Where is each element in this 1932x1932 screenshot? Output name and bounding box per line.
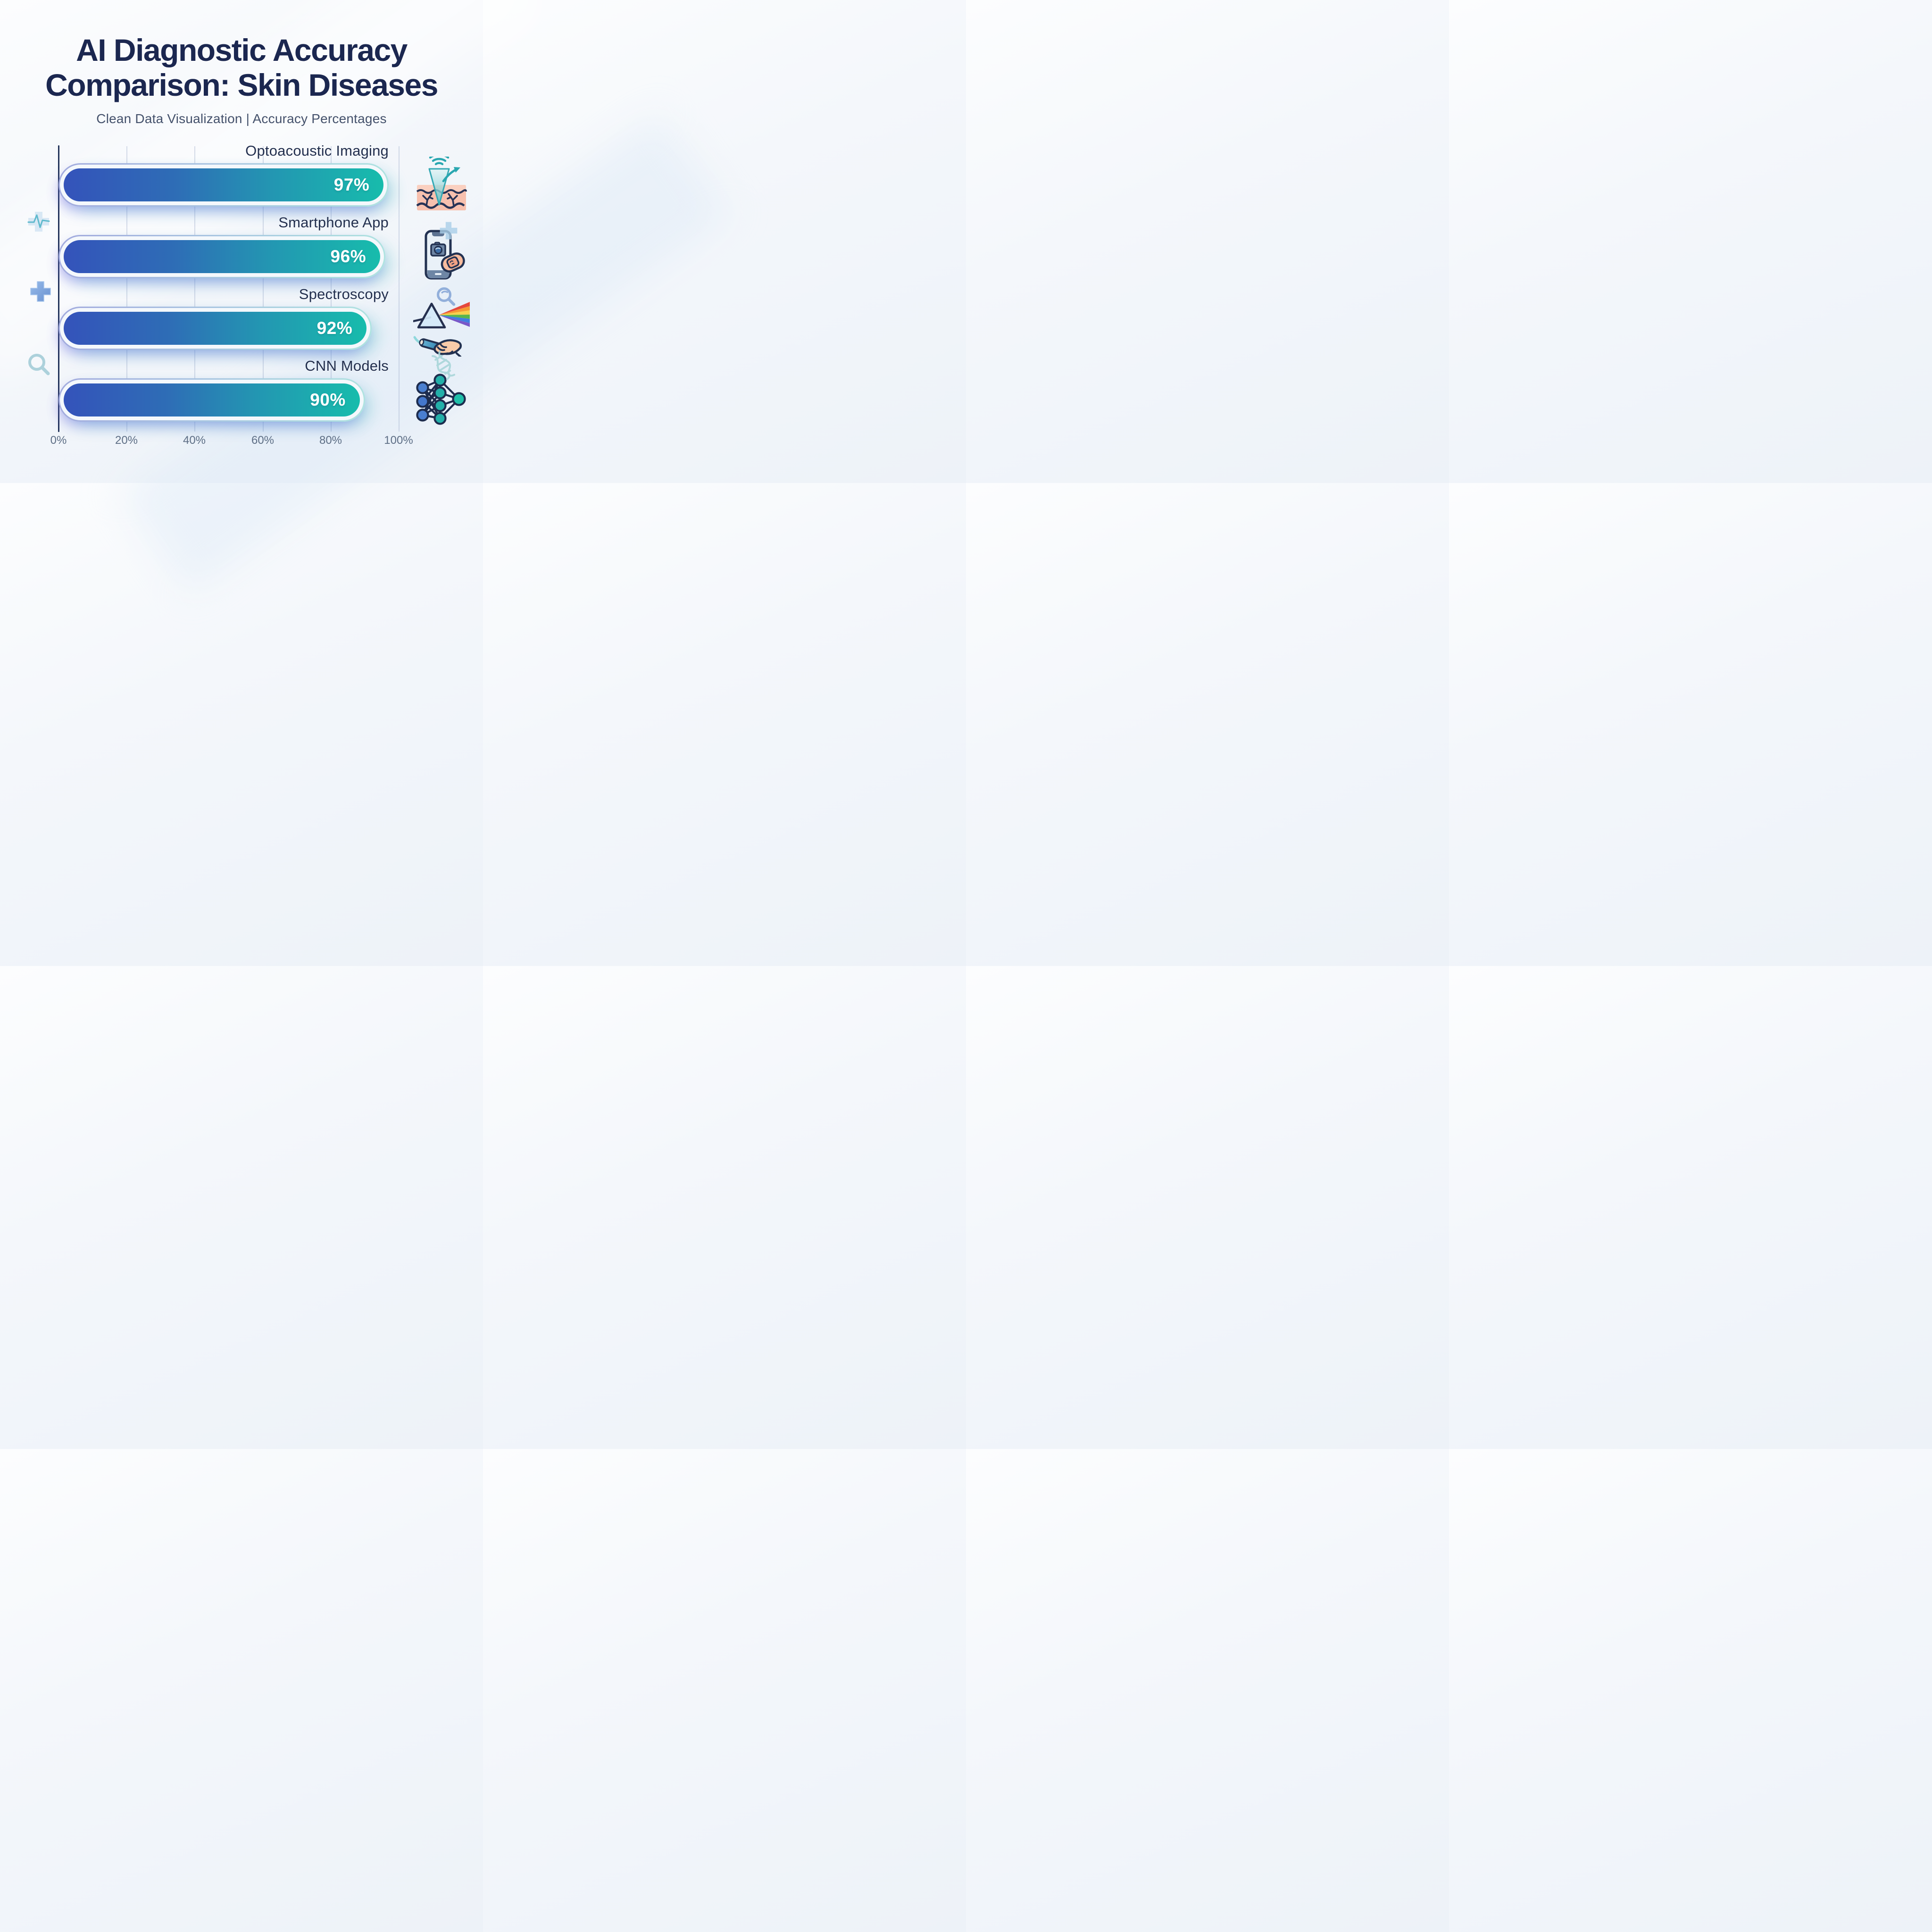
x-tick-100: 100% — [384, 434, 413, 447]
chart-header: AI Diagnostic Accuracy Comparison: Skin … — [0, 33, 483, 126]
bar-fill: 97% — [64, 168, 384, 201]
bar-value: 90% — [310, 390, 346, 409]
spectroscopy-prism-icon — [413, 300, 470, 357]
gridline-60 — [263, 146, 264, 432]
bar-row-cnn: CNN Models 90% — [58, 357, 399, 428]
pulse-cross-icon — [25, 208, 53, 237]
bar-row-spectroscopy: Spectroscopy 92% — [58, 285, 399, 357]
bar-label: Smartphone App — [278, 214, 389, 231]
bar-row-smartphone: Smartphone App 96% — [58, 213, 399, 285]
plus-icon — [29, 280, 52, 303]
bar-label: Spectroscopy — [299, 286, 389, 302]
plus-icon — [439, 221, 458, 241]
y-axis-line — [58, 145, 59, 432]
magnifier-icon — [434, 285, 458, 308]
bar-smartphone: 96% — [58, 235, 386, 278]
bar-cnn: 90% — [58, 378, 365, 422]
bar-value: 92% — [316, 318, 353, 338]
bar-fill: 90% — [64, 383, 360, 416]
x-tick-80: 80% — [319, 434, 342, 447]
bar-rows: Optoacoustic Imaging 97% Smartphone App … — [58, 142, 399, 430]
optoacoustic-imaging-icon — [413, 157, 470, 213]
x-tick-60: 60% — [251, 434, 275, 447]
dna-icon — [427, 349, 458, 380]
bar-label: Optoacoustic Imaging — [245, 142, 389, 159]
gridline-80 — [331, 146, 332, 432]
gridline-40 — [194, 146, 195, 432]
bar-spectroscopy: 92% — [58, 307, 372, 350]
bar-value: 96% — [330, 247, 366, 266]
bar-value: 97% — [333, 175, 370, 194]
chart-title: AI Diagnostic Accuracy Comparison: Skin … — [0, 33, 483, 103]
bar-optoacoustic: 97% — [58, 163, 389, 207]
bar-label: CNN Models — [305, 358, 389, 374]
chart-subtitle: Clean Data Visualization | Accuracy Perc… — [96, 111, 387, 126]
bar-fill: 96% — [64, 240, 381, 273]
gridline-100 — [399, 146, 400, 432]
chart-title-line2: Comparison: Skin Diseases — [45, 67, 438, 102]
gridline-20 — [126, 146, 127, 432]
chart-title-line1: AI Diagnostic Accuracy — [76, 33, 408, 67]
x-tick-20: 20% — [115, 434, 138, 447]
bar-fill: 92% — [64, 312, 367, 345]
bar-chart: Optoacoustic Imaging 97% Smartphone App … — [0, 0, 483, 483]
x-tick-40: 40% — [183, 434, 206, 447]
bar-row-optoacoustic: Optoacoustic Imaging 97% — [58, 142, 399, 213]
cnn-network-icon — [413, 373, 470, 429]
smartphone-app-icon — [413, 228, 470, 285]
x-tick-0: 0% — [50, 434, 67, 447]
magnifier-icon — [25, 351, 52, 378]
